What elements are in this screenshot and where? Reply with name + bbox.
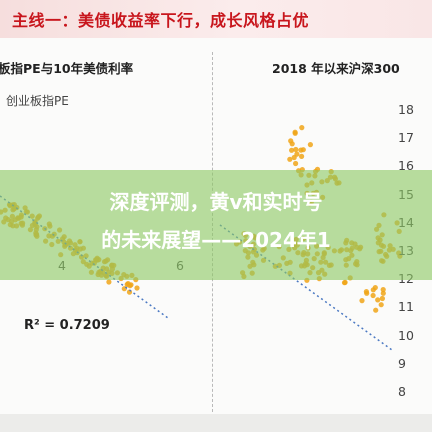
scatter-point — [341, 280, 348, 286]
bottom-edge — [0, 414, 432, 432]
scatter-point — [373, 307, 379, 313]
scatter-point — [375, 297, 381, 303]
scatter-point — [380, 287, 386, 293]
scatter-point — [378, 302, 384, 308]
scatter-point — [363, 289, 369, 295]
right-y-tick: 16 — [398, 158, 414, 174]
scatter-point — [307, 142, 313, 148]
scatter-point — [106, 279, 112, 285]
scatter-point — [292, 129, 298, 135]
scatter-point — [370, 287, 376, 293]
overlay-banner: 深度评测，黄v和实时号 的未来展望——2024年1 — [0, 170, 432, 280]
right-y-tick: 9 — [398, 355, 406, 371]
right-chart-title: 2018 年以来沪深300 — [272, 61, 400, 76]
scatter-point — [293, 160, 299, 167]
scatter-point — [359, 298, 365, 304]
scatter-point — [380, 290, 386, 296]
scatter-point — [370, 292, 376, 299]
right-y-tick: 18 — [398, 102, 414, 117]
scatter-point — [124, 281, 130, 288]
right-y-tick: 8 — [398, 384, 406, 399]
scatter-point — [379, 295, 385, 302]
right-y-tick: 10 — [398, 327, 414, 343]
scatter-point — [294, 151, 300, 157]
left-chart-title: 板指PE与10年美债利率 — [0, 61, 134, 76]
scatter-point — [288, 138, 294, 144]
scatter-point — [293, 146, 299, 153]
scatter-point — [299, 125, 305, 131]
header-title: 主线一：美债收益率下行，成长风格占优 — [12, 11, 310, 30]
right-y-tick: 11 — [398, 299, 414, 315]
r-squared-label: R² = 0.7209 — [24, 318, 110, 333]
scatter-point — [134, 285, 140, 291]
banner-line-2: 的未来展望——2024年1 — [101, 228, 331, 252]
scatter-point — [299, 153, 305, 159]
scatter-point — [287, 156, 293, 162]
scatter-point — [289, 147, 295, 153]
right-y-tick: 17 — [398, 130, 414, 146]
scatter-point — [298, 147, 304, 153]
left-legend-label: 创业板指PE — [6, 94, 69, 108]
banner-line-1: 深度评测，黄v和实时号 — [109, 190, 323, 214]
header-bar: 主线一：美债收益率下行，成长风格占优 — [0, 0, 432, 38]
